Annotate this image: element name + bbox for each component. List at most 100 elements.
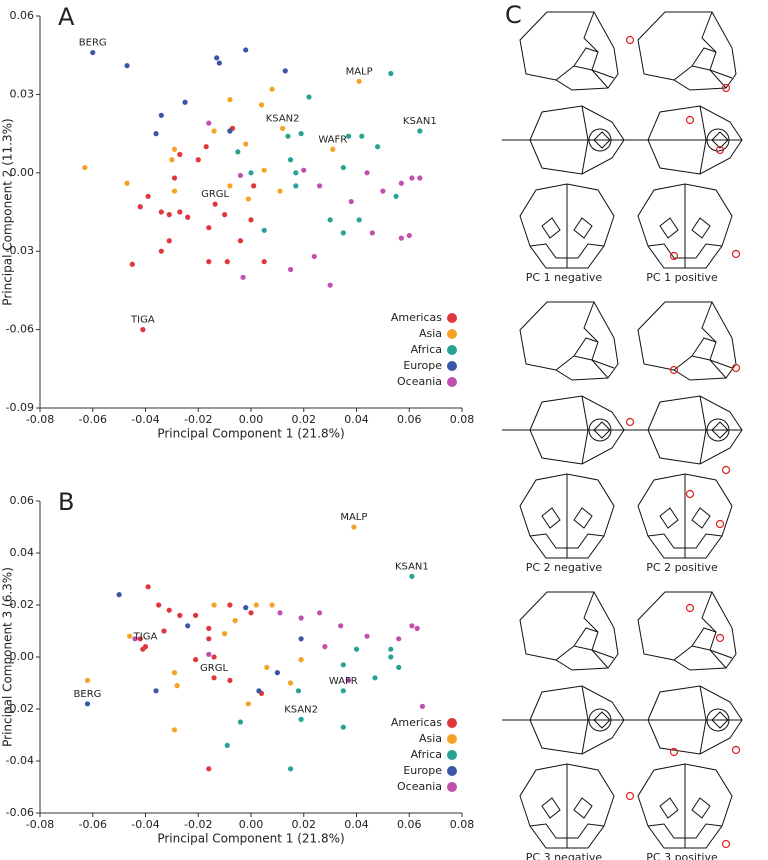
point bbox=[177, 209, 183, 215]
point bbox=[287, 680, 294, 686]
point bbox=[375, 144, 381, 150]
skull-view bbox=[519, 301, 619, 381]
point bbox=[409, 573, 415, 580]
y-tick-label: -0.02 bbox=[6, 702, 34, 715]
y-tick-label: 0.00 bbox=[10, 166, 35, 179]
point bbox=[127, 633, 133, 639]
point bbox=[417, 175, 423, 181]
skull-view bbox=[619, 685, 743, 755]
point bbox=[137, 636, 143, 642]
x-tick-label: 0.04 bbox=[344, 413, 369, 426]
point bbox=[285, 133, 291, 139]
point bbox=[306, 94, 312, 100]
point bbox=[258, 102, 265, 108]
point bbox=[206, 625, 212, 632]
point-label: MALP bbox=[346, 66, 373, 77]
point bbox=[158, 248, 164, 254]
point bbox=[409, 175, 415, 181]
point bbox=[356, 78, 362, 84]
point-label: WAFR bbox=[318, 134, 347, 145]
landmark bbox=[669, 747, 679, 757]
point bbox=[264, 664, 270, 671]
point bbox=[298, 615, 304, 621]
y-tick-label: -0.06 bbox=[6, 806, 34, 819]
landmark bbox=[721, 465, 731, 475]
point bbox=[322, 644, 328, 650]
point bbox=[237, 719, 244, 725]
point bbox=[145, 193, 151, 199]
point bbox=[161, 628, 167, 634]
legend-swatch bbox=[447, 345, 457, 355]
point bbox=[84, 701, 91, 707]
point bbox=[393, 193, 399, 199]
point bbox=[171, 188, 178, 194]
x-tick-label: 0.02 bbox=[292, 818, 317, 831]
point bbox=[338, 623, 344, 629]
legend-swatch bbox=[447, 734, 457, 744]
point bbox=[90, 49, 96, 56]
point bbox=[316, 610, 323, 616]
point bbox=[316, 183, 323, 189]
point bbox=[406, 232, 412, 239]
legend-label: Asia bbox=[419, 327, 442, 340]
view-caption: PC 1 positive bbox=[646, 271, 718, 284]
skull-view bbox=[637, 473, 733, 559]
point bbox=[211, 654, 217, 660]
point bbox=[232, 618, 238, 624]
point bbox=[251, 183, 257, 189]
point bbox=[132, 636, 138, 642]
landmark bbox=[731, 249, 741, 259]
point bbox=[398, 180, 404, 186]
x-tick-label: -0.08 bbox=[26, 413, 54, 426]
point bbox=[206, 259, 212, 265]
point bbox=[224, 742, 230, 749]
panel-c: C PC 1 negative PC 1 positive PC 2 negativ… bbox=[501, 1, 743, 860]
point bbox=[340, 230, 346, 236]
point bbox=[84, 677, 91, 684]
point bbox=[227, 602, 233, 608]
point bbox=[129, 261, 135, 267]
point bbox=[340, 662, 346, 668]
legend-label: Europe bbox=[403, 359, 442, 372]
x-tick-label: 0.00 bbox=[239, 413, 264, 426]
point bbox=[340, 164, 346, 171]
legend-label: Oceania bbox=[397, 780, 442, 793]
point bbox=[185, 623, 191, 629]
point bbox=[227, 183, 233, 189]
point bbox=[311, 253, 317, 260]
y-tick-label: -0.03 bbox=[6, 244, 34, 257]
y-tick-label: 0.04 bbox=[10, 546, 35, 559]
landmark bbox=[625, 791, 635, 801]
skull-view bbox=[519, 763, 615, 849]
point bbox=[248, 170, 254, 176]
point bbox=[340, 688, 346, 694]
point bbox=[206, 766, 212, 772]
point bbox=[153, 131, 159, 137]
point bbox=[380, 188, 386, 194]
point bbox=[298, 636, 304, 642]
point bbox=[417, 128, 423, 134]
point bbox=[261, 227, 267, 233]
point bbox=[256, 688, 262, 694]
x-tick-label: 0.04 bbox=[344, 818, 369, 831]
point bbox=[206, 225, 212, 231]
x-tick-label: 0.00 bbox=[239, 818, 264, 831]
point bbox=[369, 230, 375, 236]
point bbox=[227, 677, 233, 684]
point bbox=[414, 625, 420, 632]
point bbox=[214, 55, 220, 61]
point bbox=[240, 274, 246, 280]
skull-view bbox=[637, 763, 733, 849]
point bbox=[364, 633, 370, 639]
point bbox=[398, 235, 404, 241]
legend-label: Americas bbox=[391, 311, 442, 324]
skull-view bbox=[519, 11, 619, 91]
view-caption: PC 1 negative bbox=[526, 271, 603, 284]
point bbox=[388, 70, 394, 77]
point bbox=[261, 167, 267, 173]
x-axis-label: Principal Component 1 (21.8%) bbox=[157, 832, 344, 846]
point bbox=[293, 183, 299, 189]
point-label: BERG bbox=[74, 689, 102, 700]
point bbox=[245, 196, 251, 202]
